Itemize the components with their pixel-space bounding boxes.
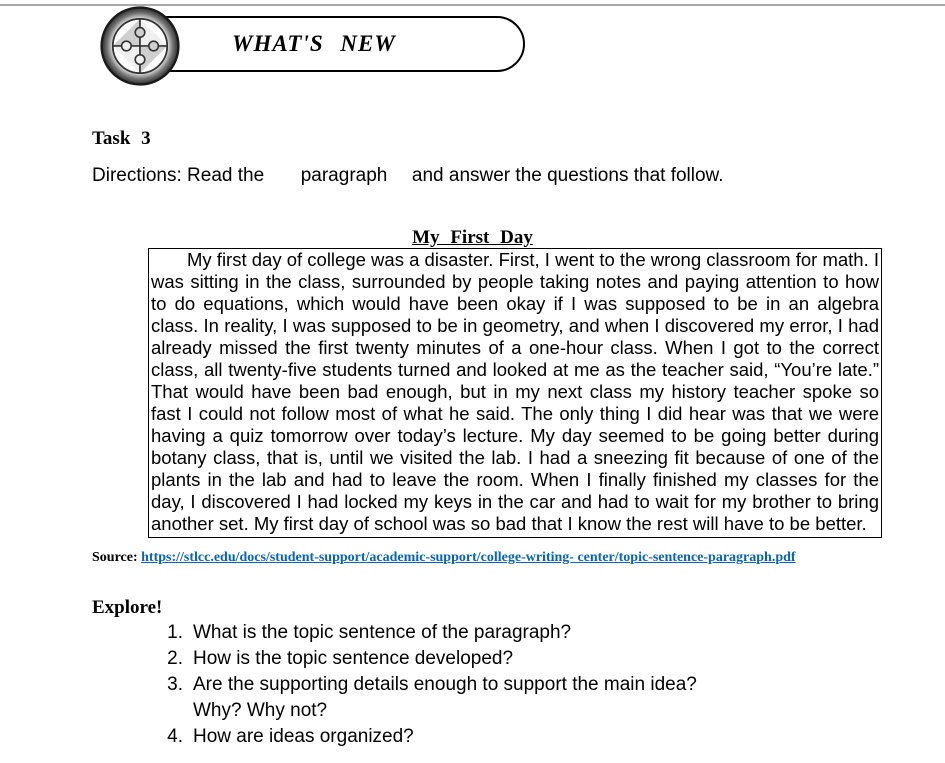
item-text: Are the supporting details enough to sup… xyxy=(193,672,697,698)
explore-list: 1. What is the topic sentence of the par… xyxy=(155,620,697,750)
directions-mid: paragraph xyxy=(301,165,388,186)
essay-box: My first day of college was a disaster. … xyxy=(148,248,882,538)
list-item: 2. How is the topic sentence developed? xyxy=(155,646,697,672)
directions-line: Directions: Read the paragraph and answe… xyxy=(92,165,724,187)
directions-tail: and answer the questions that follow. xyxy=(412,165,724,186)
item-text: What is the topic sentence of the paragr… xyxy=(193,620,571,646)
task-heading: Task 3 xyxy=(92,128,151,150)
source-citation: Source: https://stlcc.edu/docs/student-s… xyxy=(92,549,892,567)
item-number: 3. xyxy=(155,672,183,698)
essay-body: My first day of college was a disaster. … xyxy=(151,249,879,534)
header-title: WHAT'S NEW xyxy=(232,31,396,57)
header-pill: WHAT'S NEW xyxy=(135,16,525,72)
list-item: 1. What is the topic sentence of the par… xyxy=(155,620,697,646)
item-number: 1. xyxy=(155,620,183,646)
puzzle-badge-icon xyxy=(100,6,180,86)
source-link-part1[interactable]: https://stlcc.edu/docs/student-support/a… xyxy=(141,550,574,565)
list-item: 4. How are ideas organized? xyxy=(155,724,697,750)
page: WHAT'S NEW xyxy=(0,0,945,763)
explore-heading: Explore! xyxy=(92,597,162,619)
directions-prefix: Directions: Read the xyxy=(92,165,264,186)
item-subtext: Why? Why not? xyxy=(193,698,697,724)
essay-title: My First Day xyxy=(0,227,945,249)
item-number: 2. xyxy=(155,646,183,672)
section-header: WHAT'S NEW xyxy=(100,6,540,86)
item-text: How is the topic sentence developed? xyxy=(193,646,513,672)
source-label: Source: xyxy=(92,550,141,565)
source-link-part2[interactable]: center/topic-sentence-paragraph.pdf xyxy=(574,550,796,565)
list-item: 3. Are the supporting details enough to … xyxy=(155,672,697,698)
item-text: How are ideas organized? xyxy=(193,724,414,750)
item-number: 4. xyxy=(155,724,183,750)
